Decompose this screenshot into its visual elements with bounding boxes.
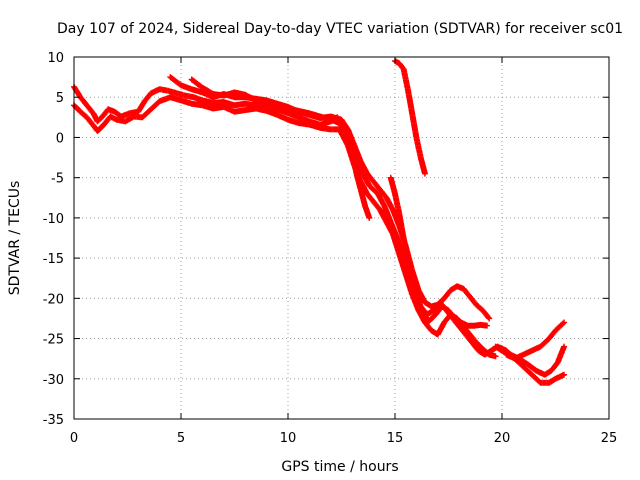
y-tick-label: -20 bbox=[43, 292, 64, 307]
x-tick-label: 10 bbox=[280, 431, 297, 446]
y-tick-label: -10 bbox=[43, 212, 64, 227]
tick-labels: 0 5 10 15 20 25 10 5 0 -5 -10 -15 -20 -25 -30 -35 bbox=[43, 51, 618, 446]
plot-frame bbox=[73, 56, 610, 420]
y-axis-title: SDTVAR / TECUs bbox=[7, 181, 23, 296]
chart-title: Day 107 of 2024, Sidereal Day-to-day VTE… bbox=[57, 21, 623, 37]
y-tick-label: -15 bbox=[43, 252, 64, 267]
x-tick-label: 20 bbox=[494, 431, 511, 446]
y-tick-label: -30 bbox=[43, 373, 64, 388]
data-series-track-7 bbox=[503, 319, 568, 362]
x-tick-label: 5 bbox=[177, 431, 185, 446]
data-layer bbox=[71, 58, 568, 386]
x-tick-label: 25 bbox=[601, 431, 618, 446]
y-tick-label: 0 bbox=[56, 131, 64, 146]
x-axis-title: GPS time / hours bbox=[281, 459, 398, 475]
y-tick-label: -35 bbox=[43, 413, 64, 428]
y-tick-label: -25 bbox=[43, 333, 64, 348]
y-tick-label: 10 bbox=[47, 51, 64, 66]
x-tick-label: 15 bbox=[387, 431, 404, 446]
x-tick-label: 0 bbox=[70, 431, 78, 446]
y-tick-label: -5 bbox=[51, 172, 64, 187]
y-tick-label: 5 bbox=[56, 91, 64, 106]
ticks bbox=[73, 56, 610, 420]
data-points bbox=[503, 319, 568, 362]
